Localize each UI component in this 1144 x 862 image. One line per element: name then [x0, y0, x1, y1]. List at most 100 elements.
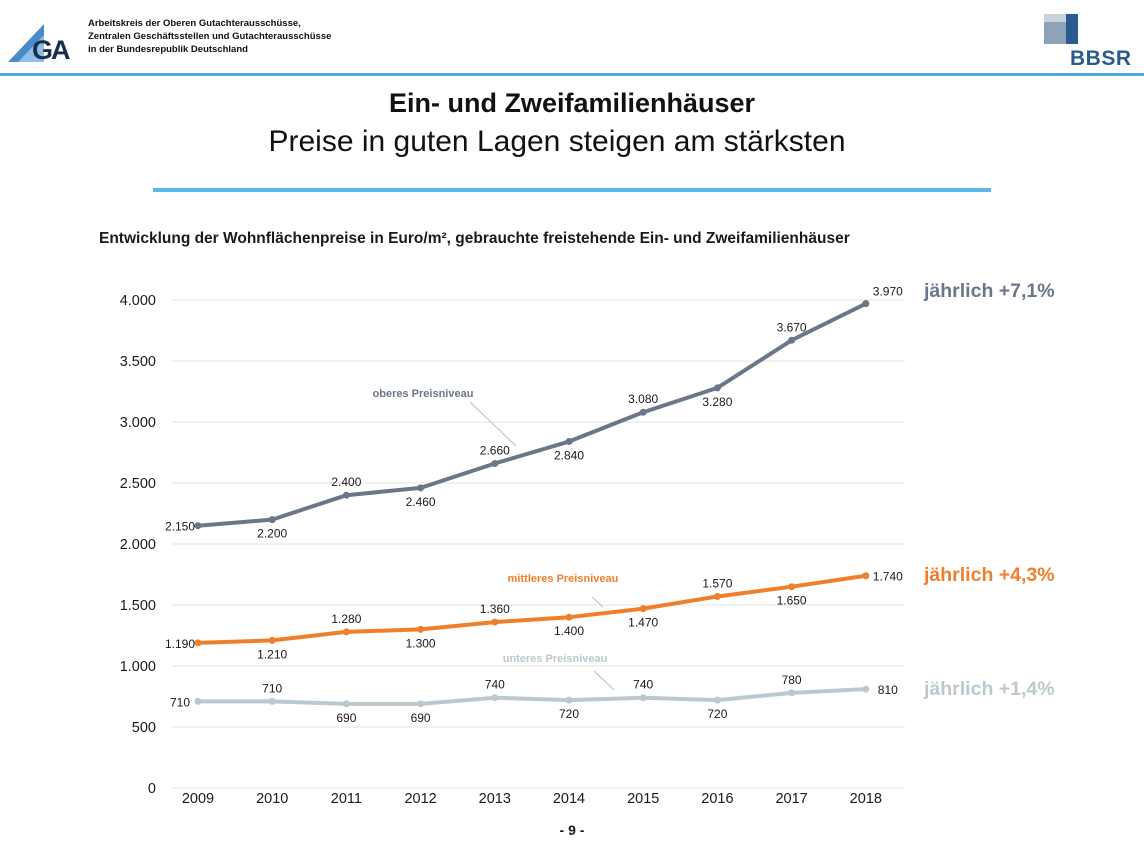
data-point [342, 491, 350, 499]
page-subtitle: Preise in guten Lagen steigen am stärkst… [268, 125, 846, 158]
data-point [713, 696, 721, 704]
series-name-label: unteres Preisniveau [503, 653, 608, 665]
x-tick-label: 2017 [775, 791, 807, 807]
data-label: 810 [878, 683, 898, 697]
data-label: 1.280 [331, 612, 361, 626]
x-tick-label: 2011 [331, 791, 362, 807]
data-label: 3.970 [873, 285, 903, 299]
data-label: 740 [485, 678, 505, 692]
data-point [713, 384, 721, 392]
series-name-label: oberes Preisniveau [373, 388, 474, 400]
series-line [196, 687, 868, 706]
x-axis-ticks: 2009 2010 2011 2012 2013 2014 2015 2016 2017 2018 [182, 791, 882, 807]
series-mittleres-preisniveau: 1.190 1.210 1.280 1.300 1.360 1.400 1.470 1.570… [165, 570, 903, 662]
data-label: 2.150 [165, 520, 195, 534]
data-point [565, 613, 573, 621]
y-tick-label: 4.000 [120, 293, 156, 309]
series-unteres-preisniveau: 710 710 690 690 740 720 740 720 780 810 [170, 673, 898, 725]
y-axis-ticks: 0 500 1.000 1.500 2.000 2.500 3.000 3.500 4.000 [120, 293, 156, 797]
series-line [196, 573, 868, 645]
leader-line [591, 596, 604, 608]
x-tick-label: 2015 [627, 791, 659, 807]
y-tick-label: 2.500 [120, 476, 156, 492]
x-tick-label: 2016 [701, 791, 733, 807]
data-label: 2.660 [480, 443, 510, 457]
organisation-name: Arbeitskreis der Oberen Gutachterausschü… [88, 17, 331, 56]
data-point [268, 697, 276, 705]
data-point [713, 592, 721, 600]
y-tick-label: 1.500 [120, 598, 156, 614]
data-label: 1.300 [406, 636, 436, 650]
page-number: - 9 - [559, 822, 585, 838]
y-tick-label: 1.000 [120, 659, 156, 675]
data-point [491, 618, 499, 626]
data-point [194, 522, 202, 530]
data-label: 740 [633, 678, 653, 692]
data-point [639, 408, 647, 416]
data-point [194, 639, 202, 647]
data-label: 720 [707, 707, 727, 721]
data-point [491, 459, 499, 467]
ga-logo: GA [8, 24, 72, 65]
data-point [417, 700, 425, 708]
x-tick-label: 2012 [404, 791, 436, 807]
data-point [268, 636, 276, 644]
bbsr-logo [1044, 14, 1078, 44]
x-tick-label: 2010 [256, 791, 288, 807]
data-point [639, 605, 647, 613]
leader-line [469, 401, 517, 447]
data-label: 1.650 [777, 594, 807, 608]
data-label: 3.670 [777, 320, 807, 334]
y-tick-label: 3.000 [120, 415, 156, 431]
rate-label-top: jährlich +7,1% [924, 280, 1055, 302]
data-label: 1.740 [873, 570, 903, 584]
series-oberes-preisniveau: 2.150 2.200 2.400 2.460 2.660 2.840 3.080 3.280… [165, 285, 903, 541]
chart-title: Entwicklung der Wohnflächenpreise in Eur… [99, 230, 850, 247]
series-name-label: mittleres Preisniveau [508, 573, 619, 585]
data-label: 2.840 [554, 449, 584, 463]
data-point [862, 300, 870, 308]
rate-label-low: jährlich +1,4% [924, 678, 1055, 700]
ga-logo-text: GA [32, 35, 70, 65]
data-point [491, 694, 499, 702]
org-line-3: in der Bundesrepublik Deutschland [88, 44, 248, 55]
bbsr-logo-text: BBSR [1070, 47, 1132, 70]
leader-line [593, 670, 615, 691]
data-label: 1.190 [165, 637, 195, 651]
data-label: 690 [336, 711, 356, 725]
data-label: 710 [170, 695, 190, 709]
data-label: 3.080 [628, 392, 658, 406]
data-point [639, 694, 647, 702]
data-label: 1.400 [554, 624, 584, 638]
y-tick-label: 0 [148, 781, 156, 797]
rate-label-mid: jährlich +4,3% [924, 564, 1055, 586]
data-label: 780 [782, 673, 802, 687]
data-label: 1.570 [702, 576, 732, 590]
data-label: 3.280 [702, 395, 732, 409]
data-point [268, 516, 276, 524]
data-label: 720 [559, 707, 579, 721]
data-point [417, 625, 425, 633]
data-point [565, 438, 573, 446]
data-point [342, 628, 350, 636]
data-label: 2.200 [257, 527, 287, 541]
header-divider [0, 73, 1144, 76]
data-label: 710 [262, 681, 282, 695]
y-tick-label: 500 [132, 720, 156, 736]
gridlines [172, 299, 905, 789]
data-point [342, 700, 350, 708]
header: GA Arbeitskreis der Oberen Gutachterauss… [0, 0, 1144, 78]
data-label: 1.360 [480, 602, 510, 616]
y-tick-label: 3.500 [120, 354, 156, 370]
data-point [194, 697, 202, 705]
x-tick-label: 2014 [553, 791, 585, 807]
data-point [788, 336, 796, 344]
data-point [788, 583, 796, 591]
page-title: Ein- und Zweifamilienhäuser [388, 88, 756, 118]
x-tick-label: 2009 [182, 791, 214, 807]
org-line-1: Arbeitskreis der Oberen Gutachterausschü… [88, 18, 301, 29]
data-label: 2.400 [331, 475, 361, 489]
data-label: 690 [411, 711, 431, 725]
data-label: 1.210 [257, 647, 287, 661]
